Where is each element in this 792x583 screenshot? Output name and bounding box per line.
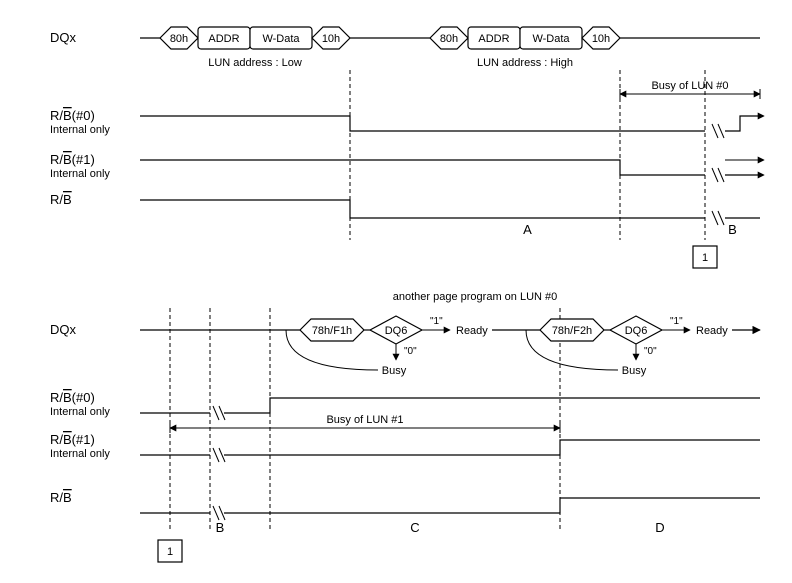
rb-wave	[140, 200, 705, 218]
busy1-label: Busy of LUN #1	[326, 414, 403, 426]
ready-label: Ready	[696, 325, 728, 337]
row-label: R/B	[50, 192, 72, 207]
seq-note: LUN address : Low	[208, 57, 302, 69]
region-D: D	[655, 520, 664, 535]
cmd-text: W-Data	[532, 33, 570, 45]
ready-label: Ready	[456, 325, 488, 337]
connector-label-b: 1	[167, 546, 173, 558]
svg-text:DQ6: DQ6	[625, 325, 648, 337]
svg-text:78h/F2h: 78h/F2h	[552, 325, 592, 337]
row-label: DQx	[50, 30, 77, 45]
svg-text:78h/F1h: 78h/F1h	[312, 325, 352, 337]
cmd-text: ADDR	[208, 33, 239, 45]
row-sublabel: Internal only	[50, 406, 110, 418]
busy-label-p: Busy	[382, 365, 407, 377]
row-sublabel: Internal only	[50, 124, 110, 136]
region-B: B	[728, 222, 737, 237]
rbb-wave	[224, 498, 760, 513]
region-C: C	[410, 520, 419, 535]
svg-text:"0": "0"	[644, 346, 657, 357]
row-sublabel: Internal only	[50, 448, 110, 460]
cmd-text: 80h	[440, 33, 458, 45]
row-label: R/B(#1)	[50, 432, 95, 447]
row-label: R/B(#0)	[50, 390, 95, 405]
region-A: A	[523, 222, 532, 237]
row-label: R/B(#1)	[50, 152, 95, 167]
cmd-text: ADDR	[478, 33, 509, 45]
busy-label: Busy of LUN #0	[651, 80, 728, 92]
region-Bb: B	[216, 520, 225, 535]
row-label: R/B(#0)	[50, 108, 95, 123]
cmd-text: 80h	[170, 33, 188, 45]
svg-text:"1": "1"	[670, 316, 683, 327]
busy-label-p: Busy	[622, 365, 647, 377]
row-label: R/B	[50, 490, 72, 505]
rb1-wave	[140, 160, 705, 175]
cmd-text: 10h	[322, 33, 340, 45]
caption: another page program on LUN #0	[393, 291, 558, 303]
seq-note: LUN address : High	[477, 57, 573, 69]
rb1b-wave	[224, 440, 760, 455]
row-sublabel: Internal only	[50, 168, 110, 180]
svg-text:DQ6: DQ6	[385, 325, 408, 337]
svg-text:"0": "0"	[404, 346, 417, 357]
svg-text:"1": "1"	[430, 316, 443, 327]
rb0b-wave	[224, 398, 760, 413]
connector-label: 1	[702, 252, 708, 264]
cmd-text: 10h	[592, 33, 610, 45]
row-label: DQx	[50, 322, 77, 337]
cmd-text: W-Data	[262, 33, 300, 45]
